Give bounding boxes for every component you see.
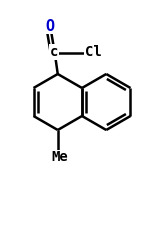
- Text: Me: Me: [51, 150, 68, 165]
- Text: c: c: [50, 45, 58, 59]
- Text: Cl: Cl: [85, 45, 102, 59]
- Text: O: O: [45, 19, 54, 34]
